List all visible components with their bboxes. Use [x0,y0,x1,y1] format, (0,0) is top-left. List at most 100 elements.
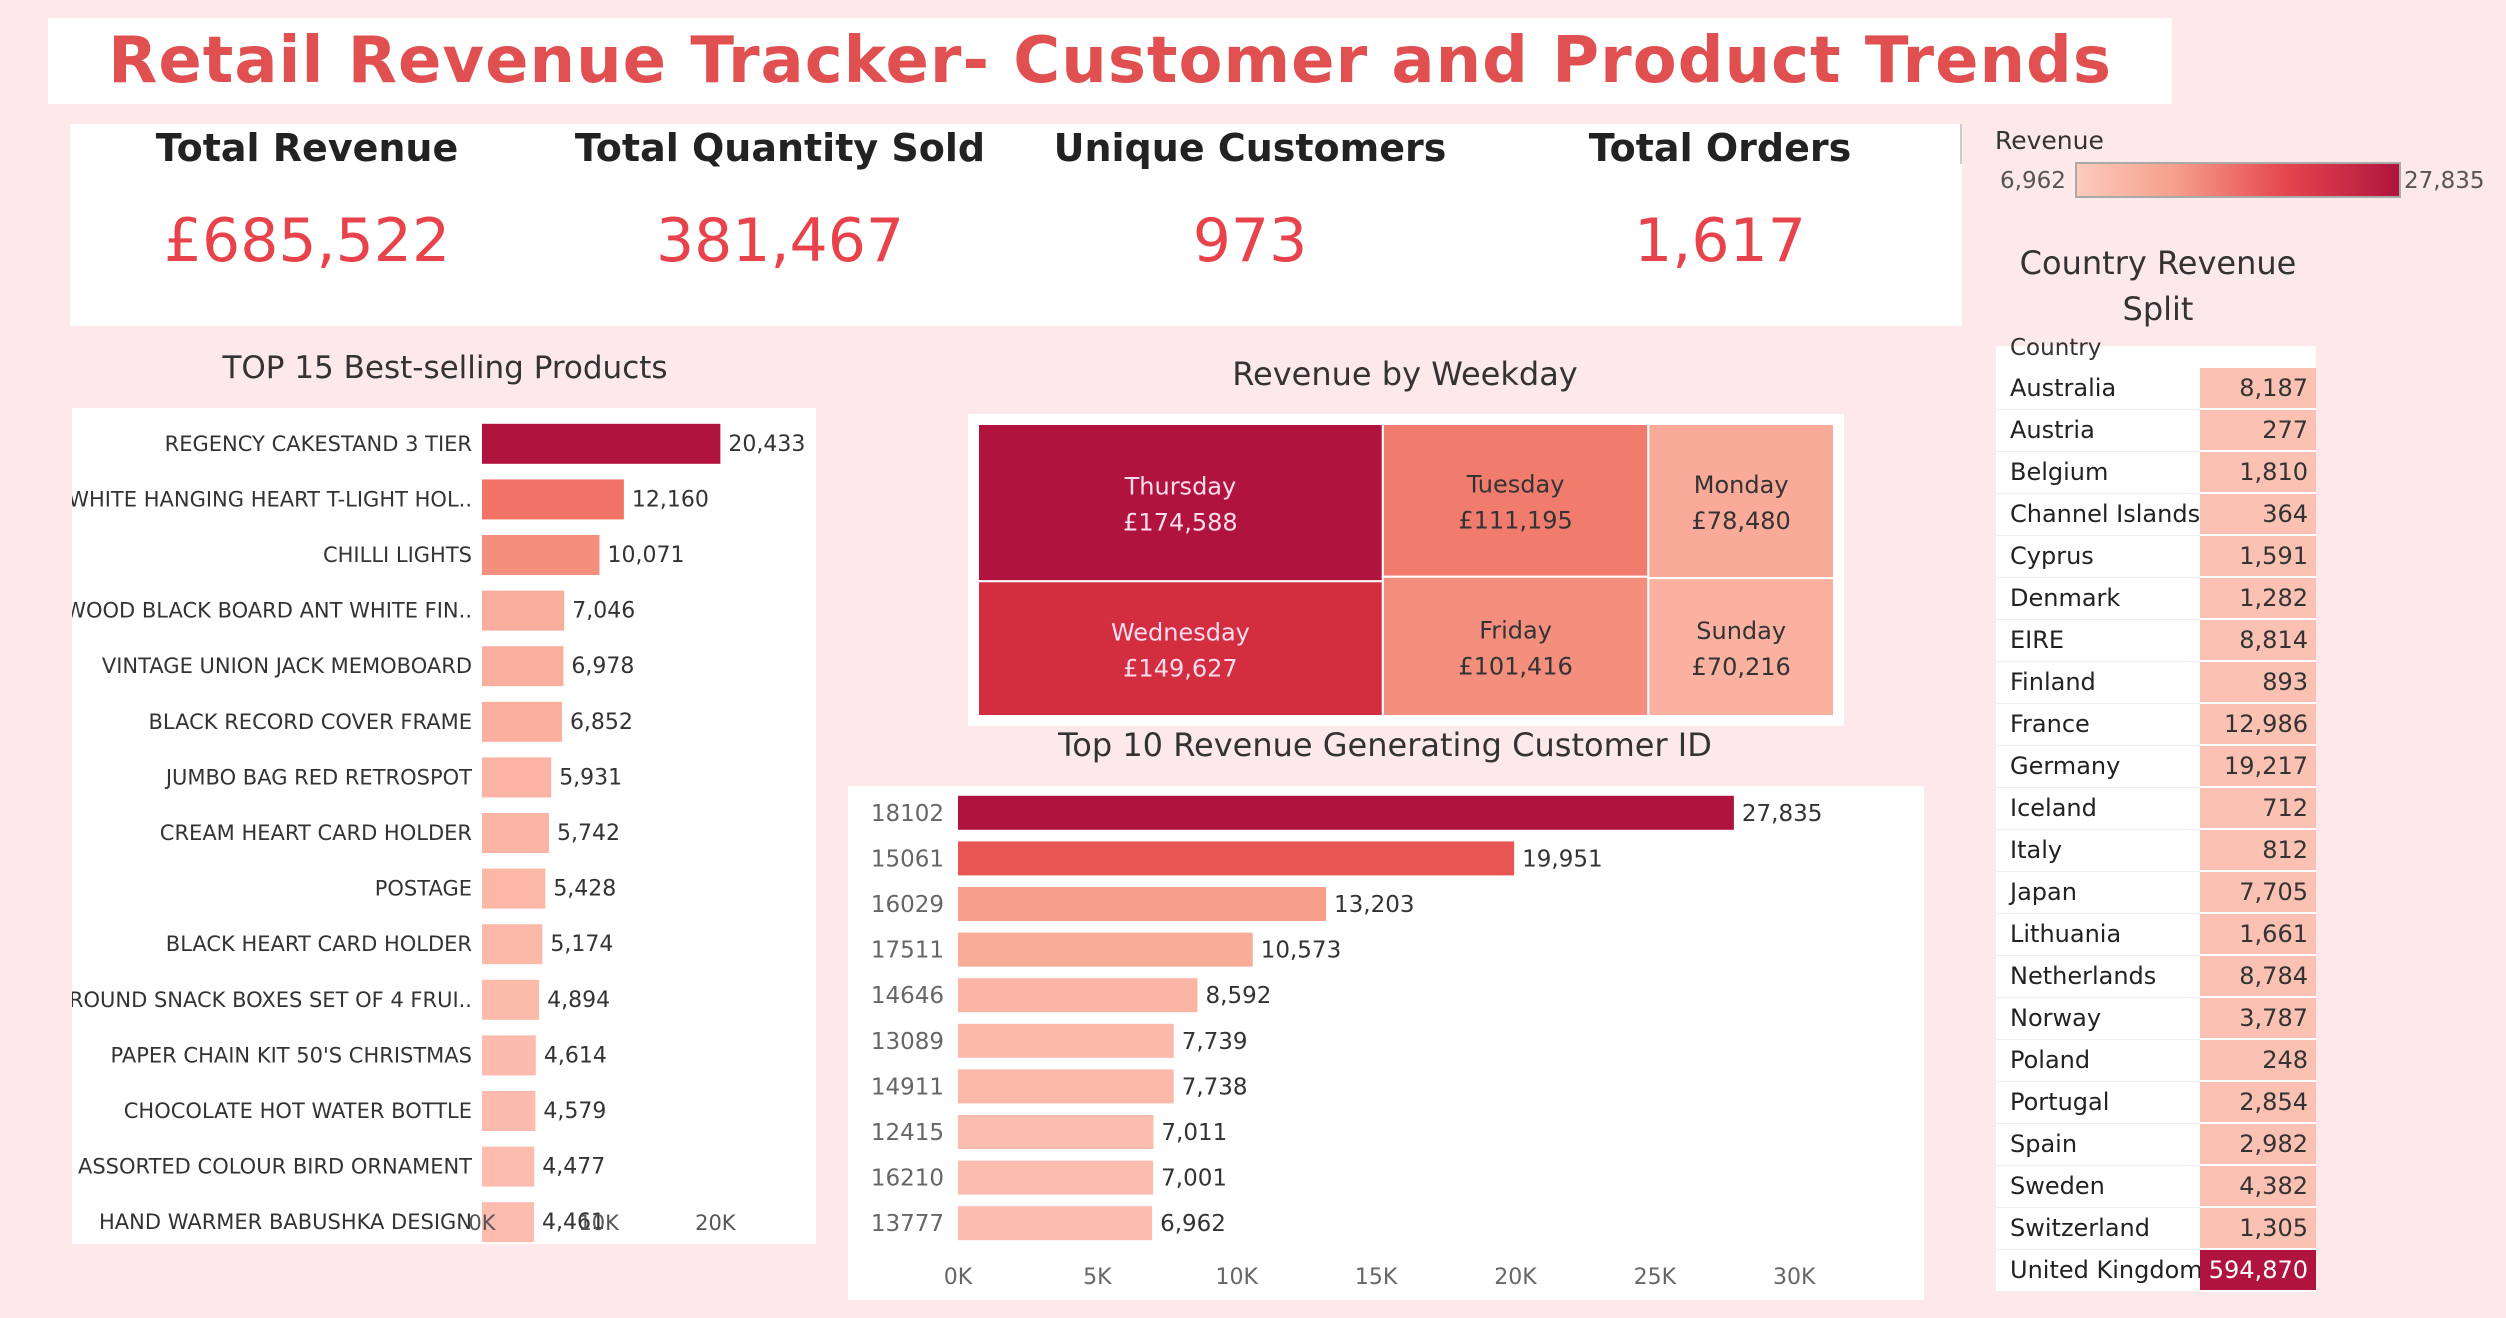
row-divider [1996,1207,2200,1208]
country-row: Netherlands 8,784 [1996,956,2316,998]
country-name: Australia [2010,374,2117,402]
product-value-label: 10,071 [607,543,684,568]
country-row: Lithuania 1,661 [1996,914,2316,956]
kpi-label: Total Orders [1588,126,1852,170]
kpi-label: Total Quantity Sold [574,126,986,170]
row-divider [1996,1123,2200,1124]
product-value-label: 6,978 [571,654,634,679]
row-divider [1996,703,2200,704]
legend-gradient [2075,162,2401,198]
product-bar [482,1202,535,1243]
country-name: Portugal [2010,1088,2110,1116]
row-divider [1996,493,2200,494]
weekday-label: Sunday [1696,617,1786,645]
row-divider [1996,871,2200,872]
row-divider [1996,1081,2200,1082]
country-row: Iceland 712 [1996,788,2316,830]
product-label: CHILLI LIGHTS [323,543,472,567]
product-bar [482,479,624,520]
customer-value-label: 7,011 [1161,1120,1227,1146]
row-divider [1996,1039,2200,1040]
customer-x-tick: 0K [944,1265,973,1290]
product-value-label: 5,428 [553,877,616,902]
kpi-total-revenue: Total Revenue £685,522 [72,124,542,326]
weekday-label: Friday [1479,616,1552,644]
product-label: REGENCY CAKESTAND 3 TIER [165,432,472,456]
country-name: Channel Islands [2010,500,2201,528]
customer-id-label: 12415 [871,1120,944,1146]
country-row: Germany 19,217 [1996,746,2316,788]
customer-id-label: 14646 [871,983,944,1009]
country-name: Sweden [2010,1172,2105,1200]
product-label: POSTAGE [375,877,472,901]
country-row: Denmark 1,282 [1996,578,2316,620]
customer-value-label: 10,573 [1261,938,1341,964]
country-revenue: 19,217 [2200,746,2316,786]
product-bar [482,701,562,742]
country-row: Switzerland 1,305 [1996,1208,2316,1250]
customer-value-label: 6,962 [1160,1211,1226,1237]
customer-bar [958,887,1327,921]
product-value-label: 4,894 [547,988,610,1013]
row-divider [1996,451,2200,452]
row-divider [1996,787,2200,788]
row-divider [1996,577,2200,578]
product-label: CHOCOLATE HOT WATER BOTTLE [124,1099,472,1123]
product-bar [482,979,540,1020]
kpi-value: 973 [1192,206,1308,276]
kpi-label: Total Revenue [155,126,459,170]
weekday-value: £149,627 [1123,655,1238,683]
customer-bar [958,978,1198,1013]
kpi-total-orders: Total Orders 1,617 [1485,124,1955,326]
country-name: Spain [2010,1130,2078,1158]
customer-bar [958,841,1515,876]
weekday-label: Wednesday [1111,619,1250,647]
product-x-tick: 0K [468,1211,496,1235]
country-name: EIRE [2010,626,2065,654]
customer-bar [958,932,1253,967]
weekday-cell [977,580,1384,717]
customers-bar-chart: 18102 27,835 15061 19,951 16029 13,203 17511 10… [871,795,1822,1290]
customer-x-tick: 15K [1355,1265,1398,1290]
customer-value-label: 7,738 [1182,1074,1248,1100]
customer-bar [958,1023,1174,1058]
country-revenue: 277 [2200,410,2316,450]
product-value-label: 20,433 [728,432,805,457]
customer-id-label: 16210 [871,1166,944,1192]
customer-value-label: 8,592 [1206,983,1272,1009]
customer-x-tick: 20K [1494,1265,1537,1290]
row-divider [1996,661,2200,662]
country-name: Netherlands [2010,962,2157,990]
product-bar [482,757,552,798]
product-label: WOOD BLACK BOARD ANT WHITE FIN.. [72,599,472,623]
country-row: Italy 812 [1996,830,2316,872]
row-divider [1996,1249,2200,1250]
product-value-label: 4,477 [542,1155,605,1180]
row-divider [1996,1291,2200,1292]
product-bar [482,1091,536,1131]
product-label: WHITE HANGING HEART T-LIGHT HOL.. [72,487,472,511]
country-row: Finland 893 [1996,662,2316,704]
product-x-tick: 20K [695,1211,737,1235]
product-value-label: 4,614 [544,1043,607,1068]
country-revenue: 1,591 [2200,536,2316,576]
country-revenue: 2,854 [2200,1082,2316,1122]
weekday-cell [977,423,1384,583]
product-value-label: 7,046 [572,599,635,624]
kpi-panel [70,124,1962,326]
customer-x-tick: 10K [1216,1265,1259,1290]
country-revenue: 1,810 [2200,452,2316,492]
weekday-value: £78,480 [1692,507,1791,535]
weekday-label: Tuesday [1466,470,1565,498]
country-name: United Kingdom [2010,1256,2203,1284]
country-row: Sweden 4,382 [1996,1166,2316,1208]
country-revenue: 8,784 [2200,956,2316,996]
product-label: ROUND SNACK BOXES SET OF 4 FRUI.. [72,988,472,1012]
customer-id-label: 13777 [871,1211,944,1237]
country-revenue: 893 [2200,662,2316,702]
country-column-header: Country [2010,335,2102,361]
customers-chart-panel: 18102 27,835 15061 19,951 16029 13,203 17511 10… [848,786,1924,1300]
country-row: Portugal 2,854 [1996,1082,2316,1124]
row-divider [1996,955,2200,956]
country-revenue: 8,187 [2200,368,2316,408]
